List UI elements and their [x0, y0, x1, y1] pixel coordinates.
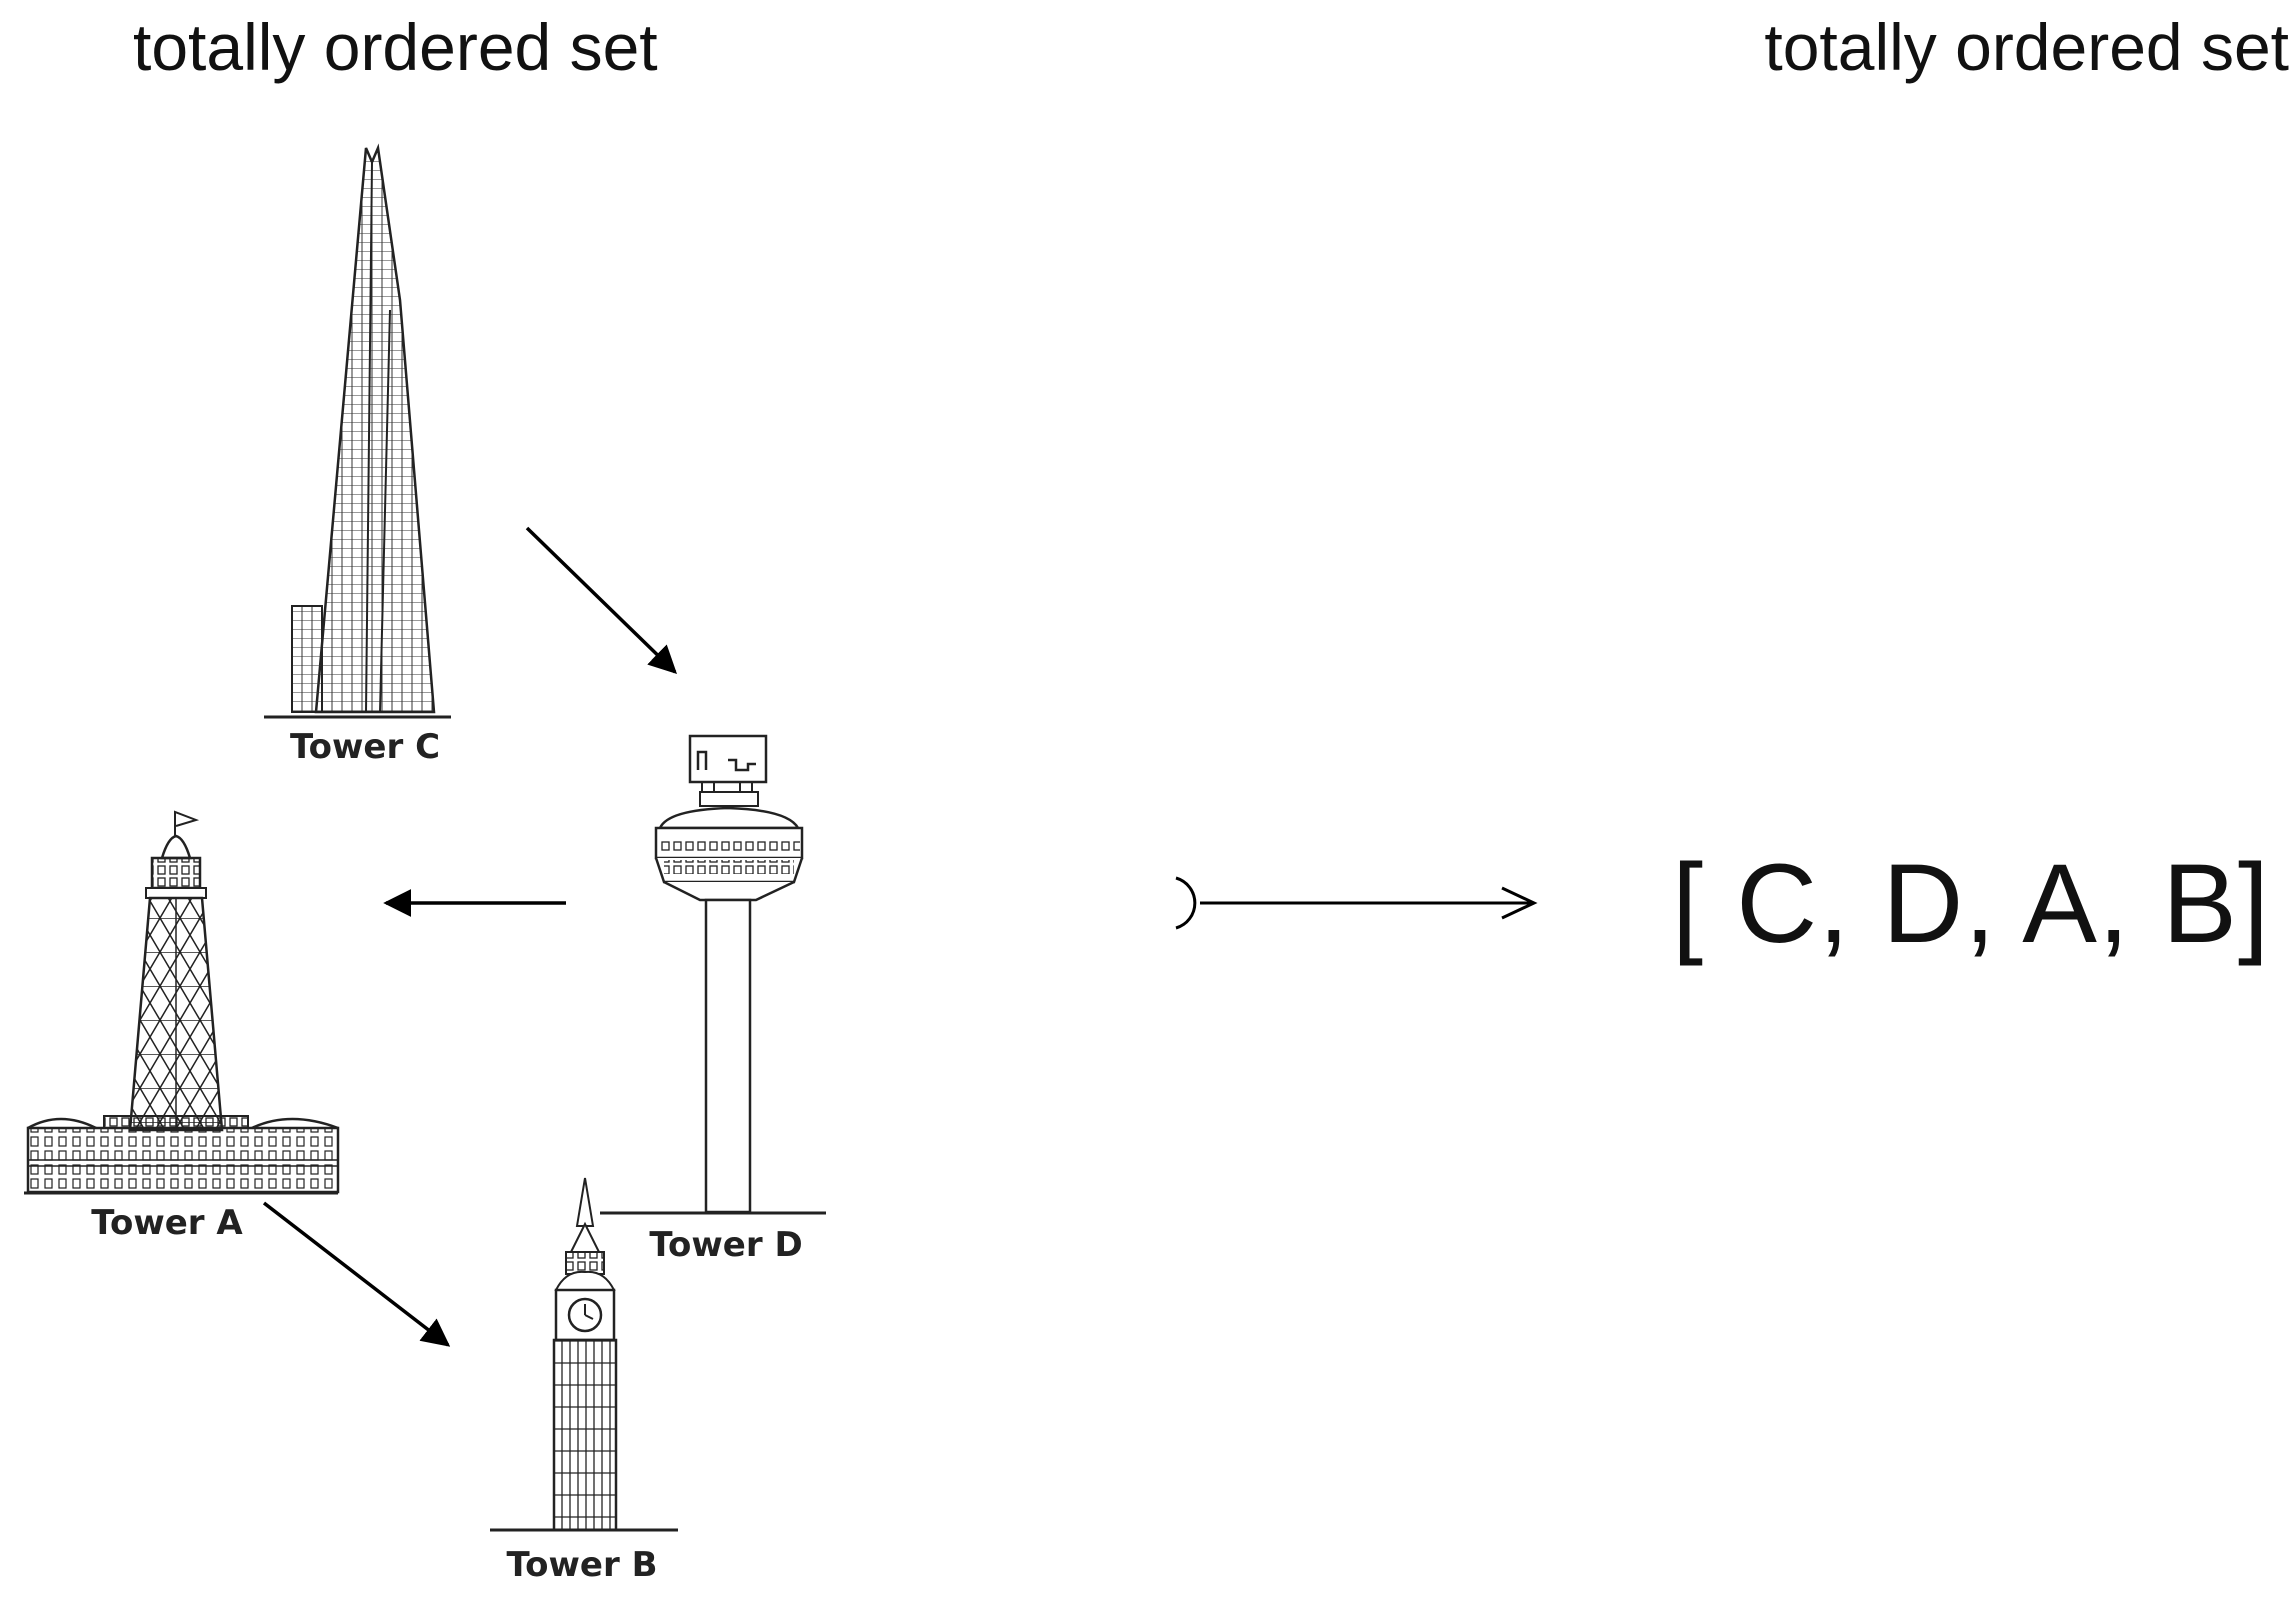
tower-c-label: Tower C	[290, 727, 440, 767]
arrow-c-to-d	[525, 526, 678, 674]
tower-b-label: Tower B	[506, 1545, 657, 1585]
left-set-heading: totally ordered set	[133, 10, 658, 84]
tower-a-illustration	[24, 810, 340, 1195]
embedding-arrow	[1175, 876, 1538, 930]
ordered-list: [ C, D, A, B]	[1672, 841, 2271, 966]
tower-b-illustration	[490, 1177, 678, 1532]
tower-c-illustration	[264, 143, 451, 719]
tower-d-label: Tower D	[649, 1225, 802, 1265]
tower-a-label: Tower A	[91, 1203, 243, 1243]
arrow-a-to-b	[262, 1201, 451, 1347]
tower-d-illustration	[600, 734, 826, 1215]
right-set-heading: totally ordered set	[1764, 10, 2289, 84]
